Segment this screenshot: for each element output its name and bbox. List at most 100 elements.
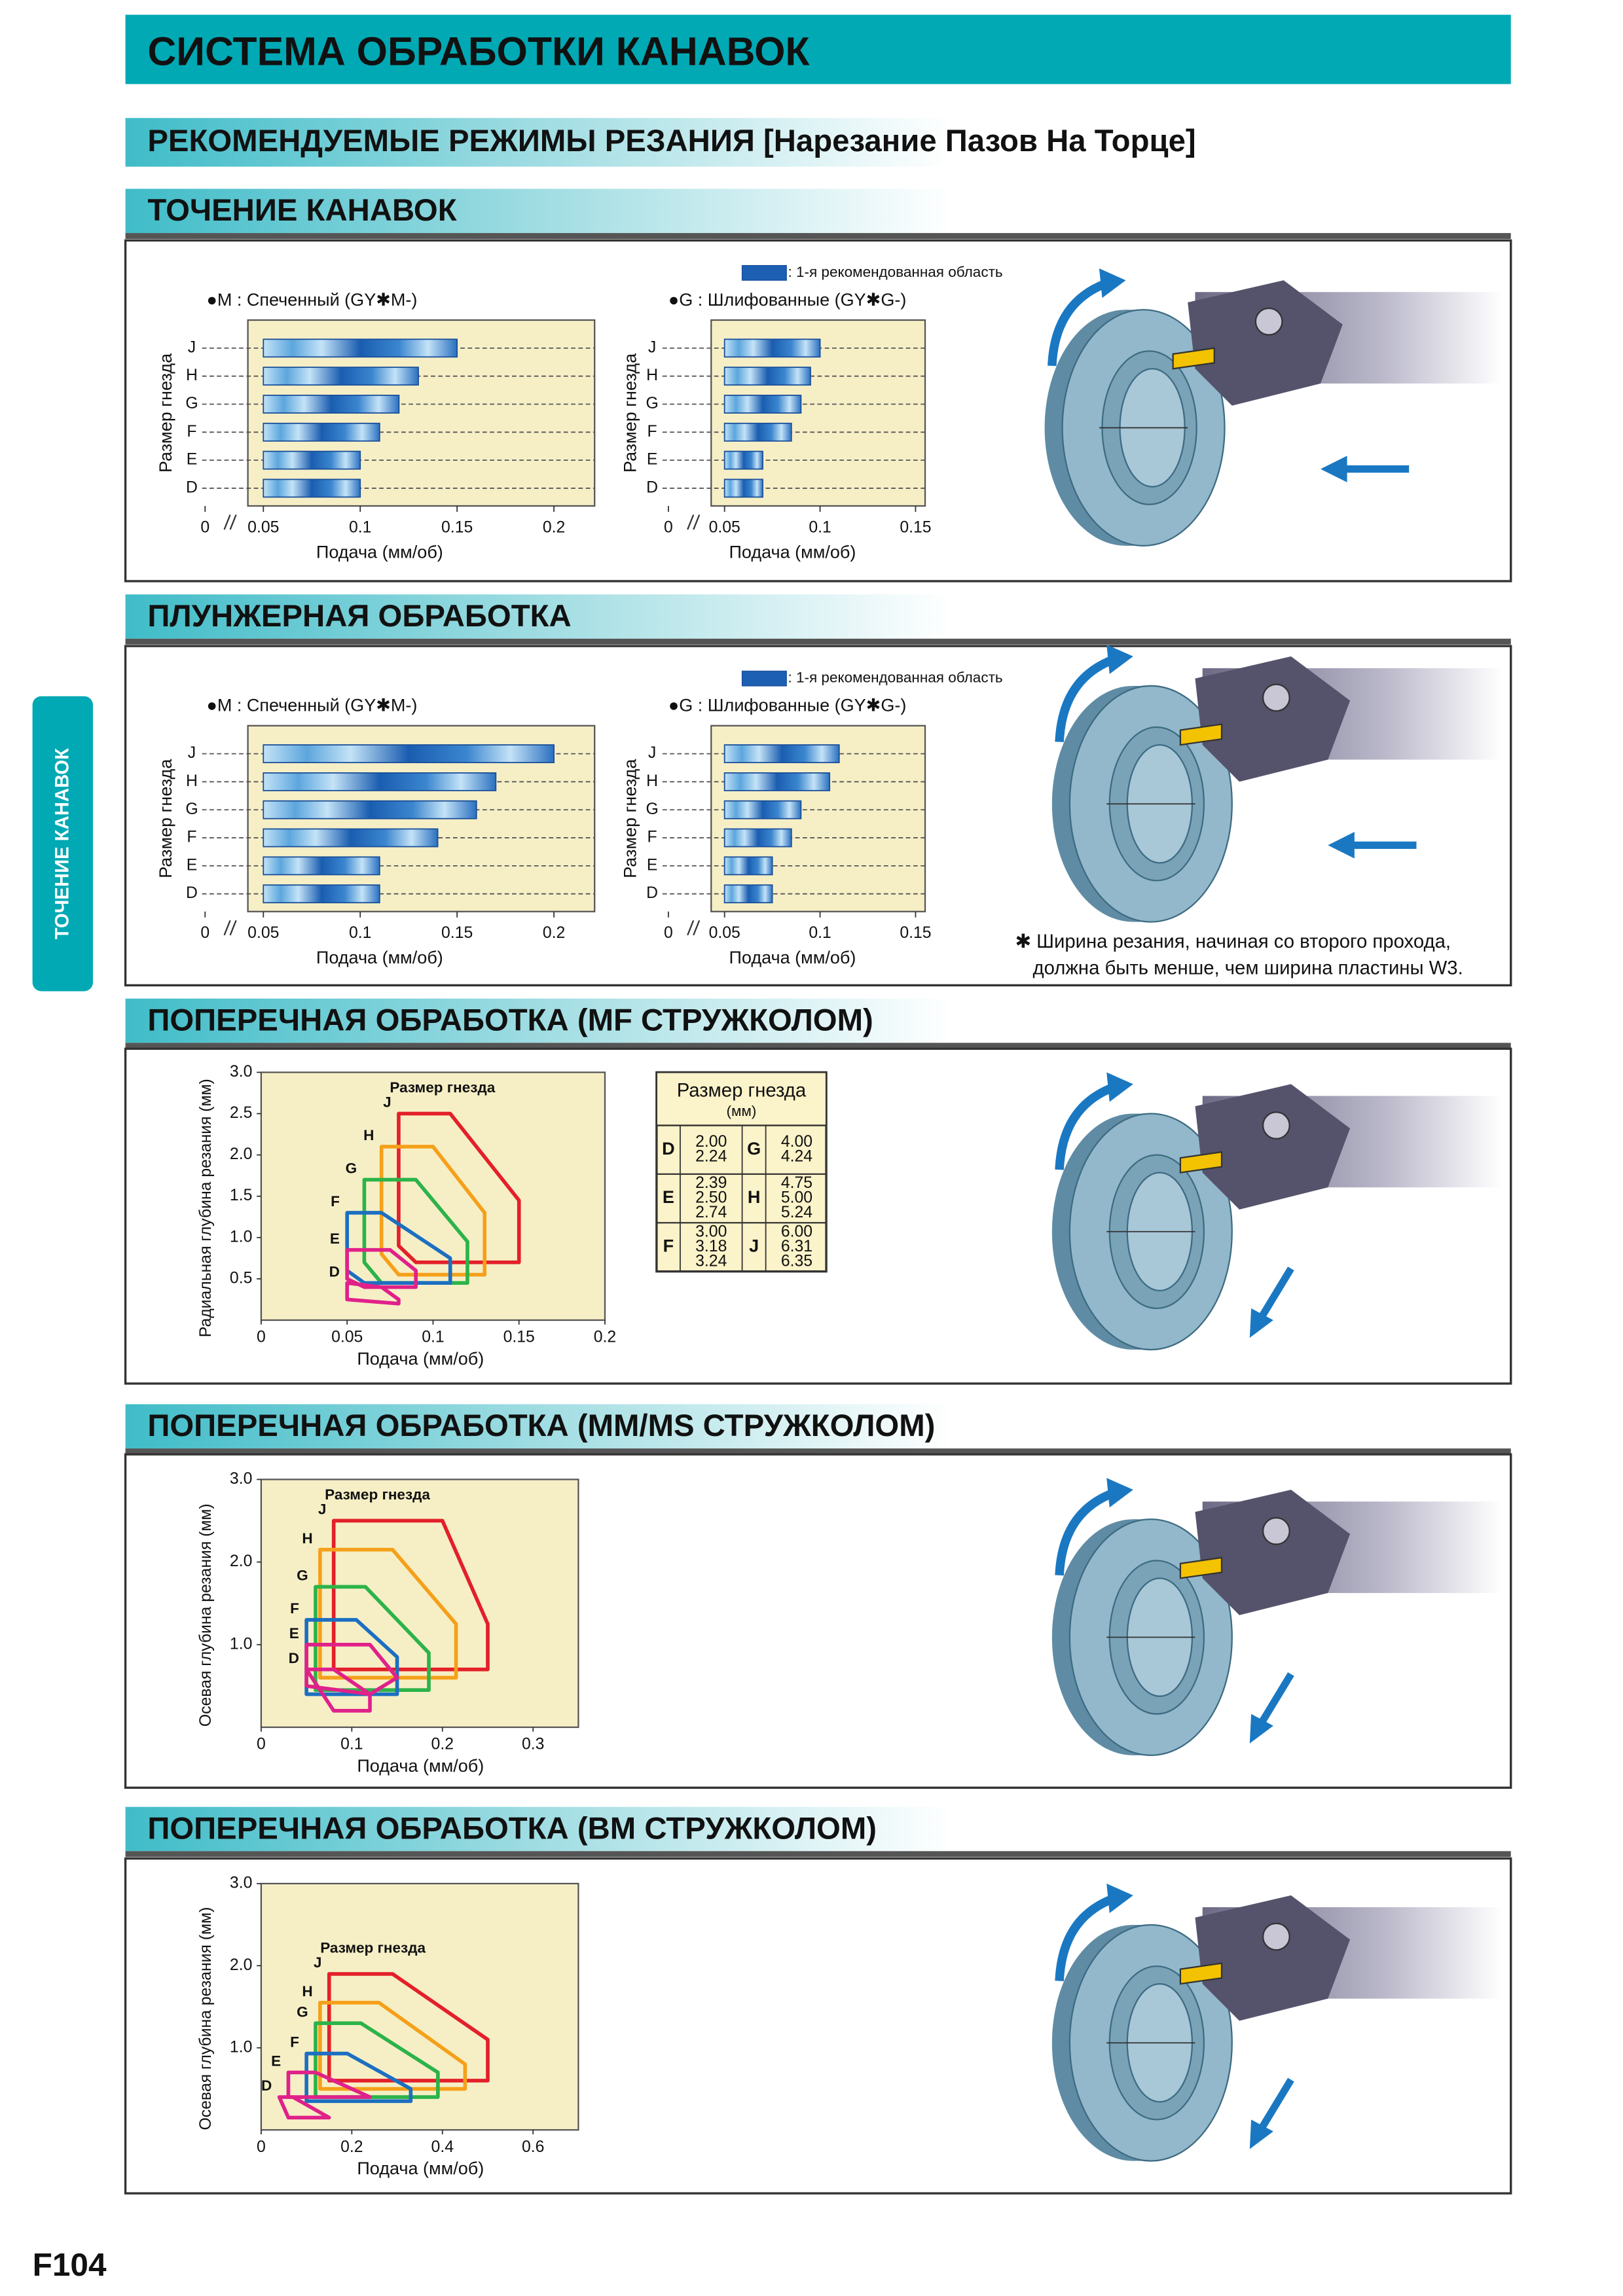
x-tick-label: 0.2 (543, 518, 565, 536)
rotation-arrowhead (1106, 1072, 1133, 1102)
x-tick-label: 0.15 (441, 518, 473, 536)
legend-label: : 1-я рекомендованная область (788, 670, 1002, 686)
section-title: ТОЧЕНИЕ КАНАВОК (147, 193, 456, 228)
plot-area (260, 1882, 579, 2131)
section-frame (124, 1047, 1512, 1385)
range-bar (723, 828, 792, 848)
chart-title: ●G : Шлифованные (GY✱G-) (668, 290, 906, 310)
x-axis-label: Подача (мм/об) (357, 1756, 484, 1776)
section-frame (124, 1453, 1512, 1789)
series-label: G (297, 2003, 308, 2020)
x-axis-label: Подача (мм/об) (316, 948, 443, 967)
x-tick-label: 0.05 (331, 1329, 363, 1346)
range-bar (723, 367, 811, 386)
y-tick-label: 3.0 (230, 1874, 252, 1892)
size-label: H (748, 1187, 761, 1207)
category-label: D (186, 884, 198, 902)
series-label: E (289, 1625, 299, 1641)
rotation-arrowhead (1106, 1883, 1133, 1913)
rotation-arrowhead (1106, 1478, 1133, 1508)
size-label: F (663, 1236, 674, 1256)
y-axis-label: Радиальная глубина резания (мм) (197, 1079, 215, 1337)
page-number: F104 (33, 2246, 107, 2283)
size-value: 2.24 (695, 1148, 727, 1166)
section-header-rule (125, 233, 1511, 240)
category-label: H (646, 367, 658, 384)
section-title: ПОПЕРЕЧНАЯ ОБРАБОТКА (BM СТРУЖКОЛОМ) (147, 1811, 877, 1846)
section-header-rule (125, 1448, 1511, 1455)
range-bar (263, 828, 439, 848)
range-bar (723, 478, 763, 498)
x-tick-label: 0.05 (709, 924, 740, 942)
x-tick-label: 0 (664, 924, 673, 942)
x-tick-label: 0 (257, 2138, 266, 2156)
size-value: 5.00 (781, 1189, 812, 1207)
x-tick-label: 0.15 (900, 518, 931, 536)
category-label: J (188, 338, 196, 356)
y-tick-label: 3.0 (230, 1470, 252, 1488)
category-label: F (187, 829, 196, 846)
y-tick-label: 1.5 (230, 1187, 252, 1204)
axis-break (223, 514, 237, 530)
x-tick-label: 0.2 (594, 1329, 616, 1346)
range-bar (723, 856, 773, 876)
series-label: H (363, 1127, 374, 1143)
y-tick-label: 1.0 (230, 2038, 252, 2056)
region-outline (277, 2095, 331, 2120)
category-label: F (647, 829, 657, 846)
x-tick-label: 0.1 (809, 518, 831, 536)
range-bar (263, 367, 419, 386)
feed-arrowhead (1249, 1713, 1273, 1744)
x-axis-label: Подача (мм/об) (729, 948, 856, 967)
series-label: J (318, 1501, 327, 1518)
size-value: 3.24 (695, 1253, 727, 1270)
section-title: ПЛУНЖЕРНАЯ ОБРАБОТКА (147, 599, 571, 634)
insert (1179, 1151, 1223, 1174)
range-bar (723, 884, 773, 904)
tool-head (1195, 1084, 1351, 1210)
category-label: H (646, 772, 658, 790)
category-label: J (648, 338, 656, 356)
rotation-arrow (1048, 279, 1108, 367)
x-axis-label: Подача (мм/об) (729, 542, 856, 562)
section-header-rule (125, 1043, 1511, 1049)
table-header: Размер гнезда (677, 1079, 807, 1101)
x-tick-label: 0.4 (431, 2138, 454, 2156)
footnote: должна быть менше, чем ширина пластины W… (1033, 957, 1463, 978)
series-label: E (330, 1230, 340, 1247)
footnote: ✱ Ширина резания, начиная со второго про… (1015, 931, 1451, 952)
chart-title: ●G : Шлифованные (GY✱G-) (668, 696, 906, 715)
category-label: E (187, 451, 198, 469)
series-label: D (289, 1650, 299, 1666)
size-value: 4.00 (781, 1133, 812, 1151)
series-label: J (383, 1094, 392, 1111)
category-label: D (646, 884, 658, 902)
chart-annotation: Размер гнезда (390, 1079, 495, 1096)
range-bar (723, 395, 802, 414)
section-header-bar (125, 1404, 952, 1449)
y-tick-label: 2.5 (230, 1104, 252, 1122)
x-tick-label: 0.2 (431, 1736, 454, 1753)
rotation-arrow (1055, 655, 1116, 742)
range-bar (723, 450, 763, 470)
x-tick-label: 0.1 (349, 924, 371, 942)
region-outline (345, 1281, 401, 1306)
x-tick-label: 0 (200, 518, 210, 536)
size-value: 2.74 (695, 1204, 727, 1221)
tool-screw (1262, 683, 1290, 712)
y-tick-label: 0.5 (230, 1269, 252, 1287)
section-header-bar (125, 1806, 952, 1852)
x-axis-label: Подача (мм/об) (357, 1349, 484, 1369)
y-tick-label: 1.0 (230, 1228, 252, 1246)
region-outline (304, 1667, 372, 1713)
x-axis-label: Подача (мм/об) (357, 2159, 484, 2178)
subtitle: РЕКОМЕНДУЕМЫЕ РЕЖИМЫ РЕЗАНИЯ [Нарезание … (147, 124, 1195, 158)
x-tick-label: 0.3 (522, 1736, 544, 1753)
category-label: H (186, 772, 198, 790)
feed-arrowhead (1249, 2119, 1273, 2149)
insert (1179, 1556, 1223, 1579)
x-tick-label: 0.15 (900, 924, 931, 942)
series-label: G (297, 1568, 308, 1584)
x-tick-label: 0 (200, 924, 210, 942)
